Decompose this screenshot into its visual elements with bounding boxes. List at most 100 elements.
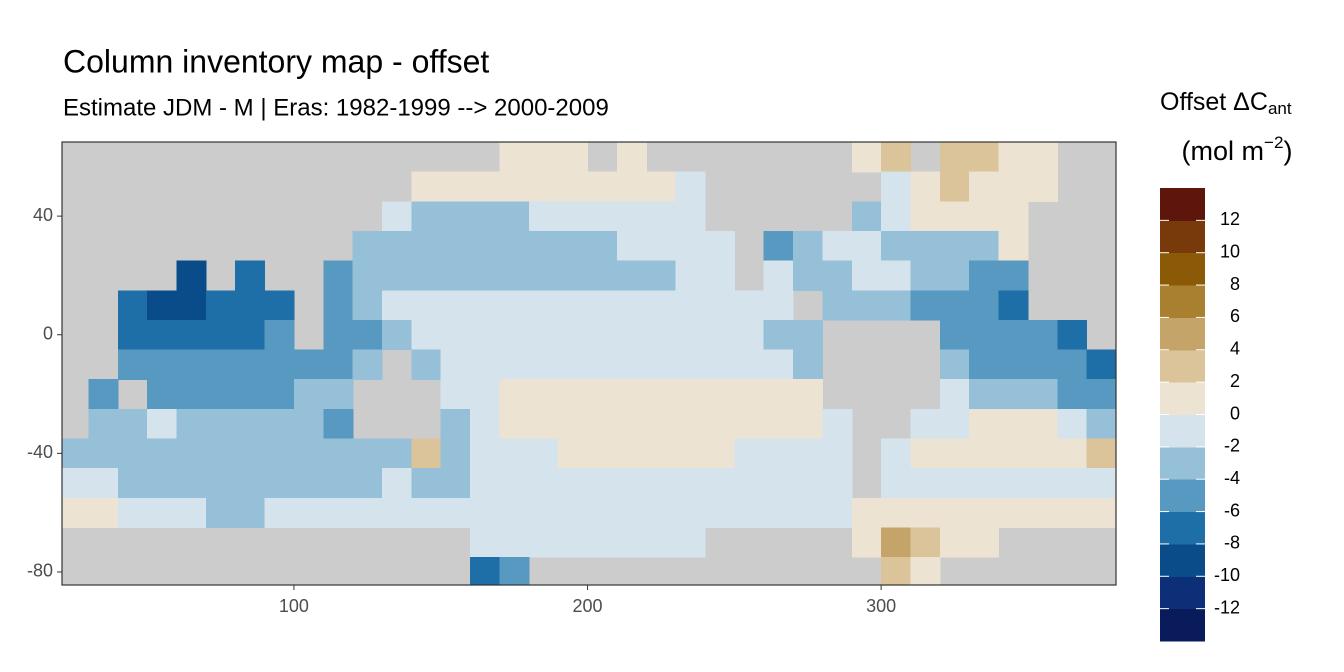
map-cell bbox=[293, 379, 324, 410]
map-cell bbox=[176, 497, 207, 529]
legend-color-block bbox=[1160, 252, 1205, 286]
map-cell bbox=[88, 438, 119, 469]
map-cell bbox=[382, 319, 412, 351]
map-cell bbox=[851, 260, 882, 291]
map-cell bbox=[763, 290, 794, 321]
map-cell bbox=[382, 438, 412, 469]
map-cell bbox=[734, 379, 765, 410]
map-cell bbox=[323, 260, 354, 291]
map-cell bbox=[939, 438, 970, 469]
map-cell bbox=[205, 319, 236, 351]
map-cell bbox=[763, 497, 794, 529]
legend-color-block bbox=[1160, 511, 1205, 545]
map-cell bbox=[264, 408, 295, 440]
map-cell bbox=[205, 349, 236, 380]
map-cell bbox=[147, 408, 178, 440]
map-cell bbox=[323, 349, 354, 380]
map-cell bbox=[587, 497, 618, 529]
map-cell bbox=[411, 468, 442, 499]
map-cell bbox=[1086, 468, 1116, 499]
map-cell bbox=[998, 468, 1029, 499]
map-cell bbox=[851, 290, 882, 321]
map-cell bbox=[734, 438, 765, 469]
map-cell bbox=[734, 468, 765, 499]
legend-tick-label: -6 bbox=[1224, 500, 1240, 520]
map-cell bbox=[939, 290, 970, 321]
map-cell bbox=[704, 230, 735, 262]
legend-title-subscript: ant bbox=[1268, 99, 1292, 118]
map-cell bbox=[558, 290, 589, 321]
map-cell bbox=[939, 201, 970, 232]
map-cell bbox=[646, 379, 677, 410]
map-cell bbox=[293, 349, 324, 380]
map-cell bbox=[616, 230, 647, 262]
map-cell bbox=[793, 497, 824, 529]
map-cell bbox=[646, 290, 677, 321]
map-cell bbox=[675, 171, 706, 202]
map-cell bbox=[528, 171, 559, 202]
map-cell bbox=[616, 290, 647, 321]
map-cell bbox=[616, 201, 647, 232]
map-cell bbox=[675, 438, 706, 469]
map-cell bbox=[323, 319, 354, 351]
x-tick-label: 200 bbox=[573, 596, 603, 616]
map-cell bbox=[881, 230, 912, 262]
map-cell bbox=[587, 408, 618, 440]
map-cell bbox=[587, 379, 618, 410]
map-cell bbox=[411, 319, 442, 351]
legend-color-block bbox=[1160, 349, 1205, 383]
map-cell bbox=[646, 438, 677, 469]
map-cell bbox=[147, 468, 178, 499]
map-cell bbox=[62, 468, 90, 499]
map-cell bbox=[1086, 497, 1116, 529]
map-cell bbox=[352, 438, 383, 469]
map-cell bbox=[528, 379, 559, 410]
map-cell bbox=[205, 379, 236, 410]
map-cell bbox=[176, 379, 207, 410]
map-cell bbox=[382, 468, 412, 499]
map-cell bbox=[969, 142, 1000, 173]
map-cell bbox=[969, 527, 1000, 558]
map-cell bbox=[411, 171, 442, 202]
map-cell bbox=[822, 290, 853, 321]
map-cell bbox=[499, 557, 530, 585]
map-cell bbox=[264, 319, 295, 351]
map-cell bbox=[1057, 379, 1088, 410]
map-cell bbox=[822, 438, 853, 469]
map-cell bbox=[587, 171, 618, 202]
map-cell bbox=[881, 201, 912, 232]
map-cell bbox=[763, 379, 794, 410]
map-cell bbox=[205, 497, 236, 529]
map-cell bbox=[323, 468, 354, 499]
map-cell bbox=[587, 349, 618, 380]
map-cell bbox=[499, 142, 530, 173]
map-cell bbox=[587, 290, 618, 321]
chart-subtitle: Estimate JDM - M | Eras: 1982-1999 --> 2… bbox=[63, 94, 609, 121]
map-cell bbox=[264, 290, 295, 321]
legend-color-block bbox=[1160, 608, 1205, 642]
legend-tick-label: 2 bbox=[1230, 371, 1240, 391]
legend-color-block bbox=[1160, 479, 1205, 513]
map-cell bbox=[998, 319, 1029, 351]
map-cell bbox=[881, 468, 912, 499]
map-cell bbox=[675, 379, 706, 410]
map-cell bbox=[910, 438, 941, 469]
map-cell bbox=[998, 349, 1029, 380]
map-cell bbox=[176, 319, 207, 351]
map-cell bbox=[616, 497, 647, 529]
legend-color-block bbox=[1160, 576, 1205, 610]
legend-tick-label: 12 bbox=[1220, 209, 1240, 229]
legend-tick-label: 8 bbox=[1230, 274, 1240, 294]
map-cell bbox=[587, 527, 618, 558]
map-cell bbox=[998, 379, 1029, 410]
map-cell bbox=[616, 319, 647, 351]
map-cell bbox=[1057, 349, 1088, 380]
map-cell bbox=[470, 408, 501, 440]
map-cell bbox=[851, 142, 882, 173]
map-cell bbox=[558, 319, 589, 351]
map-cell bbox=[528, 349, 559, 380]
map-cell bbox=[646, 260, 677, 291]
map-cell bbox=[499, 408, 530, 440]
map-cell bbox=[62, 497, 90, 529]
legend-color-block bbox=[1160, 382, 1205, 415]
